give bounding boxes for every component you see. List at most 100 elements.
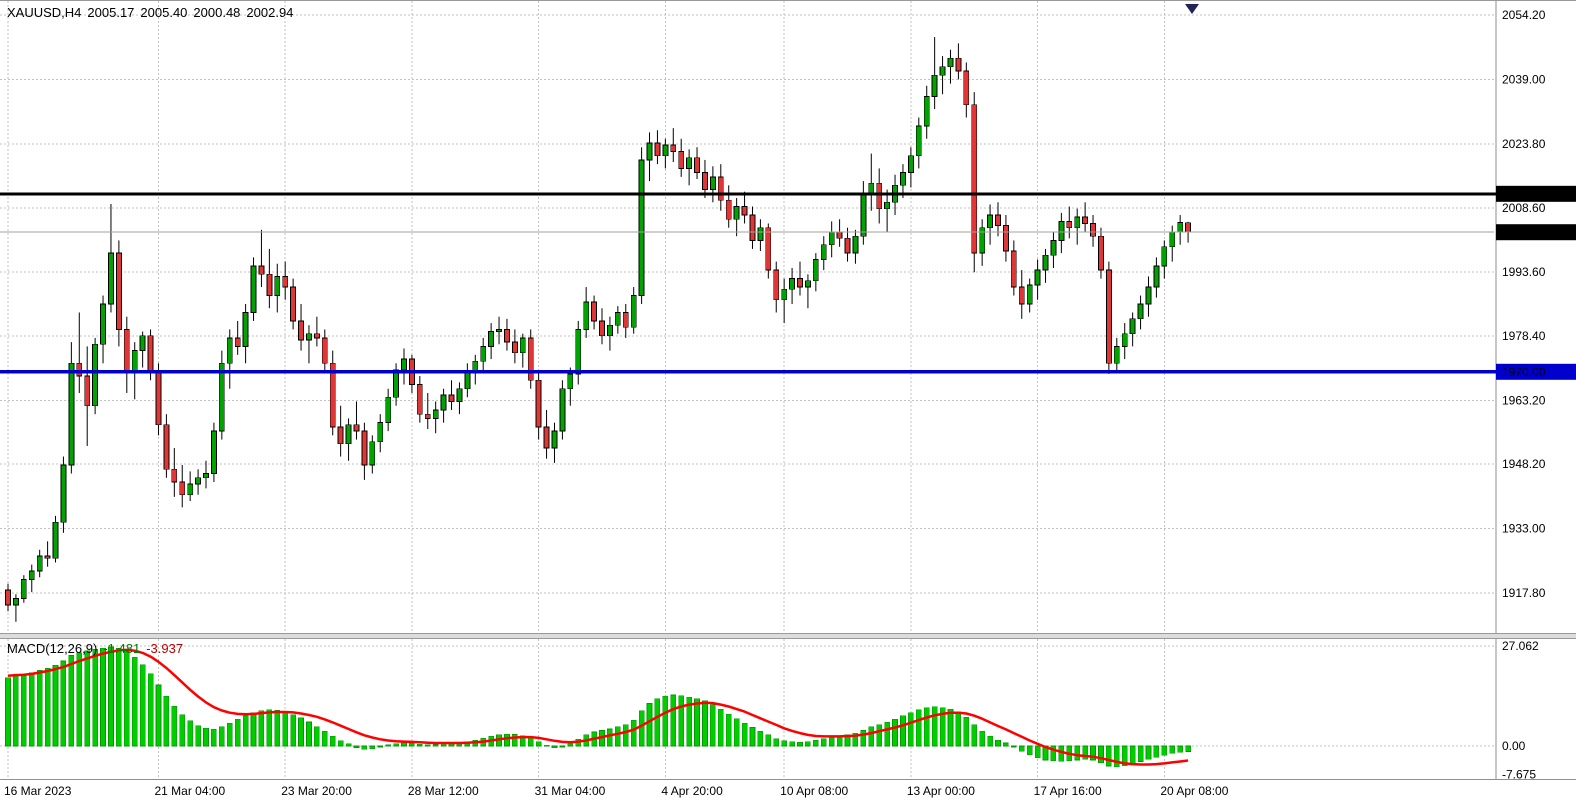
candle-bull xyxy=(401,358,407,371)
macd-bar xyxy=(124,651,130,747)
price-tick-label: 1963.20 xyxy=(1502,394,1546,408)
macd-bar xyxy=(702,700,708,747)
candle-bull xyxy=(52,521,59,559)
price-tick-label: 2054.20 xyxy=(1502,8,1546,22)
candle-bear xyxy=(1066,220,1073,229)
pane-separator[interactable] xyxy=(0,633,1576,639)
candle-bull xyxy=(226,337,233,364)
candle-bear xyxy=(963,70,970,106)
candle-bull xyxy=(250,265,257,313)
macd-bar xyxy=(686,696,692,747)
macd-bar xyxy=(519,735,526,747)
macd-bar xyxy=(274,710,281,747)
macd-bar xyxy=(211,729,217,747)
macd-bar xyxy=(226,722,233,747)
candle-bull xyxy=(923,95,930,127)
candle-bull xyxy=(488,331,495,347)
macd-bar xyxy=(908,712,914,747)
candle-bull xyxy=(1113,345,1120,364)
candle-bear xyxy=(1098,235,1104,271)
macd-bar xyxy=(947,708,954,747)
macd-bar xyxy=(147,673,154,747)
macd-bar xyxy=(361,745,368,750)
macd-bar xyxy=(108,646,114,747)
ohlc-close: 2002.94 xyxy=(246,5,294,20)
candlestick-chart[interactable]: 2054.20 2039.00 2023.80 2008.60 1993.60 1978.… xyxy=(0,1,1576,633)
price-badge-support: 1970.00 xyxy=(1496,363,1576,380)
macd-bar xyxy=(171,705,178,747)
macd-bar xyxy=(995,739,1001,747)
macd-bar xyxy=(638,710,645,747)
macd-bar xyxy=(266,709,273,747)
candle-bull xyxy=(432,409,439,419)
chart-shift-marker[interactable] xyxy=(1185,4,1199,14)
time-axis-label: 21 Mar 04:00 xyxy=(154,784,226,798)
macd-bar xyxy=(1145,745,1152,760)
candle-bull xyxy=(1161,246,1168,267)
candle-bull xyxy=(1042,254,1049,271)
candle-bear xyxy=(535,379,542,428)
candle-bear xyxy=(1105,269,1112,364)
macd-bar xyxy=(28,672,35,747)
macd-bar xyxy=(923,707,930,747)
price-tick-label: 1917.80 xyxy=(1502,586,1546,600)
candle-bull xyxy=(345,424,352,445)
macd-bar xyxy=(741,722,748,747)
macd-bar xyxy=(757,730,764,747)
macd-bar xyxy=(36,669,43,747)
macd-bar xyxy=(282,711,289,747)
candle-bull xyxy=(1050,240,1057,256)
candle-bear xyxy=(1082,216,1089,224)
macd-bar xyxy=(321,730,328,747)
candle-bear xyxy=(797,278,803,288)
price-badge-current: 2002.94 xyxy=(1496,224,1576,241)
macd-bar xyxy=(432,744,439,747)
candle-bear xyxy=(971,104,978,254)
candle-bull xyxy=(108,252,114,305)
candle-bear xyxy=(282,276,289,288)
candle-bear xyxy=(694,157,700,174)
candle-bull xyxy=(607,324,613,337)
macd-bar xyxy=(955,711,962,747)
time-axis-label: 17 Apr 16:00 xyxy=(1033,784,1102,798)
candle-bull xyxy=(13,598,19,606)
candle-bull xyxy=(646,142,653,161)
candle-bear xyxy=(599,320,605,337)
candle-bear xyxy=(670,144,677,152)
symbol-info: XAUUSD,H4 2005.17 2005.40 2000.48 2002.94 xyxy=(7,5,299,20)
price-chart-pane[interactable]: 2054.20 2039.00 2023.80 2008.60 1993.60 1978.… xyxy=(0,1,1576,633)
macd-bar xyxy=(195,725,201,747)
candle-bear xyxy=(76,362,83,377)
candle-bear xyxy=(353,424,360,432)
candle-bull xyxy=(1153,265,1160,288)
macd-bar xyxy=(401,742,407,747)
macd-bar xyxy=(884,722,890,747)
macd-bar xyxy=(5,677,11,747)
time-axis[interactable]: 16 Mar 2023 21 Mar 04:00 23 Mar 20:00 28 Ma… xyxy=(0,779,1576,811)
macd-bar xyxy=(1034,745,1041,759)
candle-bull xyxy=(709,176,716,190)
macd-bar xyxy=(84,650,90,747)
candle-bear xyxy=(290,286,297,322)
candle-bull xyxy=(662,144,669,157)
candle-bull xyxy=(20,579,27,599)
candle-bull xyxy=(464,371,471,390)
macd-chart[interactable]: 27.062 0.00 -7.675 xyxy=(0,639,1576,779)
macd-indicator-pane[interactable]: 27.062 0.00 -7.675 MACD(12,26,9) -1.481 -3.9… xyxy=(0,639,1576,779)
candle-bull xyxy=(92,343,99,407)
macd-bar xyxy=(131,657,138,747)
macd-bar xyxy=(100,647,106,747)
candle-bull xyxy=(733,206,740,220)
macd-bar xyxy=(543,744,550,747)
macd-bar xyxy=(353,745,360,748)
macd-bar xyxy=(1098,745,1104,763)
macd-bar xyxy=(21,675,27,747)
svg-text:2002.94: 2002.94 xyxy=(1502,225,1546,239)
macd-bar xyxy=(1050,745,1057,762)
candle-bull xyxy=(496,329,502,332)
candle-bear xyxy=(844,237,851,254)
macd-bar xyxy=(179,714,186,747)
macd-bar xyxy=(116,648,122,747)
candle-bear xyxy=(313,333,320,339)
